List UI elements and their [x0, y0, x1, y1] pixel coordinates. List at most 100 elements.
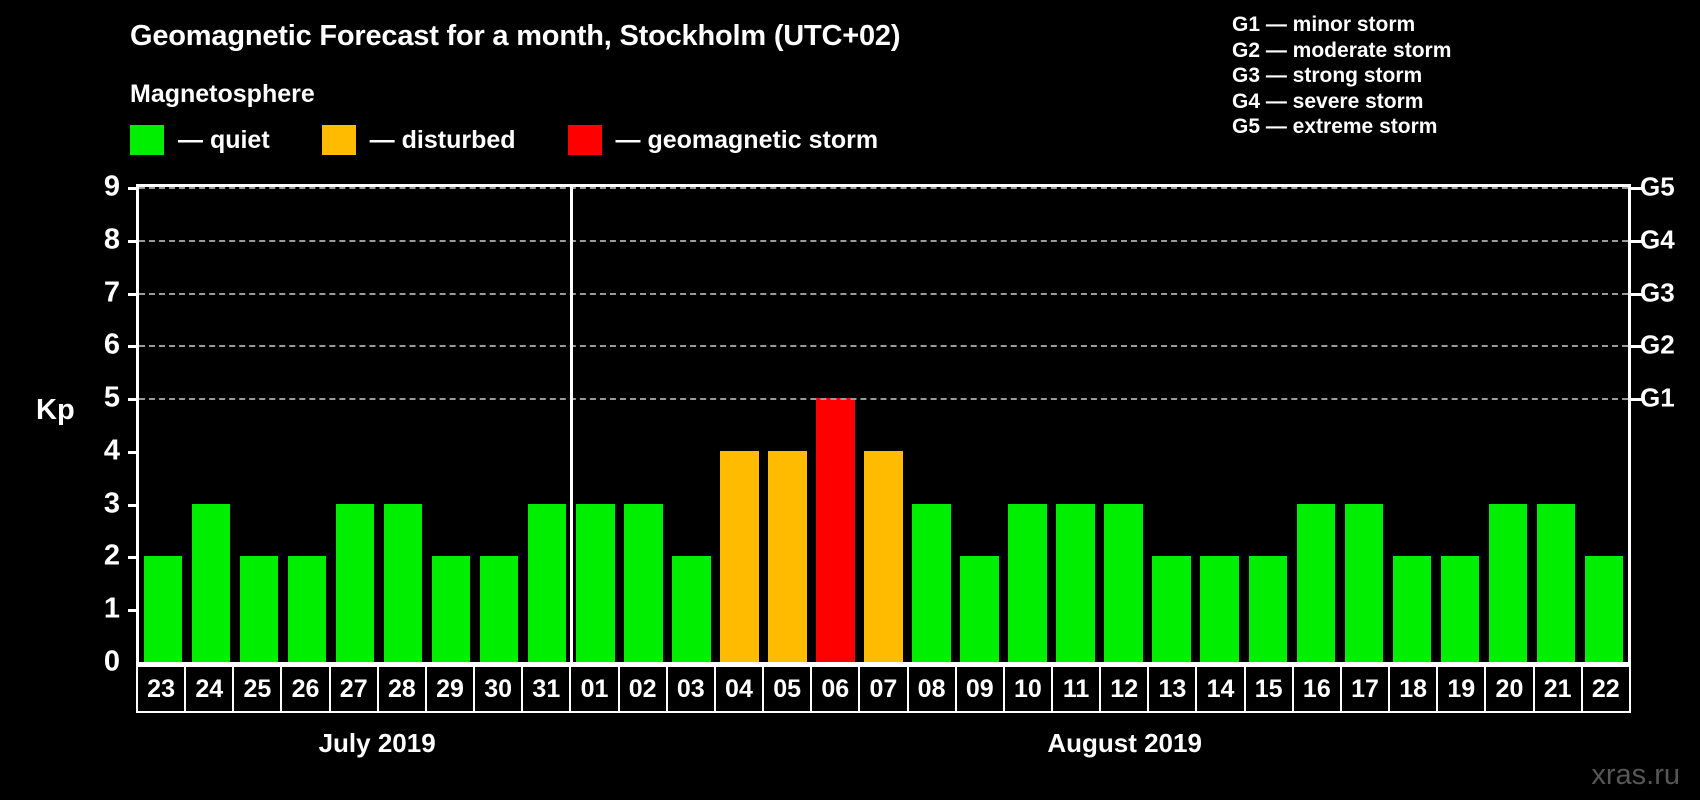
- day-axis-label[interactable]: 07: [858, 665, 909, 713]
- bar[interactable]: [1152, 556, 1191, 662]
- day-axis-label[interactable]: 30: [473, 665, 524, 713]
- bar-cell[interactable]: [1148, 187, 1196, 662]
- bar[interactable]: [1248, 556, 1287, 662]
- bar[interactable]: [1584, 556, 1624, 662]
- bar-cell[interactable]: [1100, 187, 1148, 662]
- bar[interactable]: [672, 556, 711, 662]
- day-axis-label[interactable]: 28: [376, 665, 427, 713]
- bar[interactable]: [335, 503, 375, 662]
- y-axis-tick-label: 5: [103, 381, 120, 414]
- bar[interactable]: [1392, 556, 1432, 662]
- day-axis-label[interactable]: 03: [665, 665, 716, 713]
- bar[interactable]: [480, 556, 519, 662]
- day-axis-label[interactable]: 14: [1195, 665, 1246, 713]
- bar-cell[interactable]: [1484, 187, 1532, 662]
- bar-cell[interactable]: [427, 187, 475, 662]
- bar-cell[interactable]: [1340, 187, 1388, 662]
- day-axis-label[interactable]: 15: [1243, 665, 1294, 713]
- y-axis-tick-label: 2: [103, 539, 120, 572]
- bar-cell[interactable]: [1292, 187, 1340, 662]
- bar[interactable]: [1440, 556, 1480, 662]
- bar-cell[interactable]: [859, 187, 907, 662]
- bar-cell[interactable]: [908, 187, 956, 662]
- bar-cell[interactable]: [475, 187, 523, 662]
- bar-cell[interactable]: [187, 187, 235, 662]
- day-axis-label[interactable]: 06: [810, 665, 861, 713]
- bar[interactable]: [1200, 556, 1239, 662]
- day-axis-label[interactable]: 27: [328, 665, 379, 713]
- day-axis-label[interactable]: 22: [1580, 665, 1631, 713]
- bar-cell[interactable]: [235, 187, 283, 662]
- day-axis-label[interactable]: 08: [906, 665, 957, 713]
- bar-cell[interactable]: [619, 187, 667, 662]
- bar-cell[interactable]: [1388, 187, 1436, 662]
- day-axis-label[interactable]: 20: [1484, 665, 1535, 713]
- bar-cell[interactable]: [379, 187, 427, 662]
- bar-cell[interactable]: [715, 187, 763, 662]
- bar-cell[interactable]: [1436, 187, 1484, 662]
- bar[interactable]: [383, 503, 423, 662]
- day-axis-label[interactable]: 24: [184, 665, 235, 713]
- day-axis-label[interactable]: 10: [1002, 665, 1053, 713]
- bar-cell[interactable]: [331, 187, 379, 662]
- day-axis-label[interactable]: 18: [1388, 665, 1439, 713]
- day-axis-label[interactable]: 19: [1436, 665, 1487, 713]
- bar[interactable]: [143, 556, 183, 662]
- bar[interactable]: [1536, 503, 1576, 662]
- day-axis-label[interactable]: 02: [617, 665, 668, 713]
- bar[interactable]: [191, 503, 231, 662]
- bar[interactable]: [768, 450, 807, 662]
- day-axis-label[interactable]: 12: [1099, 665, 1150, 713]
- bar[interactable]: [816, 398, 855, 662]
- bar[interactable]: [431, 556, 471, 662]
- bar[interactable]: [1344, 503, 1383, 662]
- bar-cell[interactable]: [763, 187, 811, 662]
- day-axis-label[interactable]: 29: [424, 665, 476, 713]
- day-axis-label[interactable]: 11: [1050, 665, 1102, 713]
- storm-scale-row: G1 — minor storm: [1232, 13, 1416, 36]
- bar-cell[interactable]: [1244, 187, 1292, 662]
- day-axis-label[interactable]: 21: [1532, 665, 1583, 713]
- day-axis-label[interactable]: 25: [232, 665, 283, 713]
- bar-cell[interactable]: [1580, 187, 1628, 662]
- day-axis-label[interactable]: 31: [521, 665, 572, 713]
- bar-cell[interactable]: [523, 187, 571, 662]
- day-axis-label[interactable]: 17: [1339, 665, 1391, 713]
- day-axis-label[interactable]: 01: [569, 665, 620, 713]
- bar-cell[interactable]: [1532, 187, 1580, 662]
- bar-cell[interactable]: [811, 187, 859, 662]
- day-axis-label[interactable]: 16: [1291, 665, 1342, 713]
- bar[interactable]: [1056, 503, 1095, 662]
- day-axis-label[interactable]: 23: [136, 665, 187, 713]
- bar-cell[interactable]: [956, 187, 1004, 662]
- bar-cell[interactable]: [1052, 187, 1100, 662]
- bar[interactable]: [912, 503, 951, 662]
- bar[interactable]: [287, 556, 327, 662]
- y-axis-tick-mark: [128, 556, 139, 560]
- bar-cell[interactable]: [571, 187, 619, 662]
- bar[interactable]: [1104, 503, 1143, 662]
- g-scale-tick-mark: [1631, 292, 1642, 296]
- bar-cell[interactable]: [1196, 187, 1244, 662]
- bar[interactable]: [720, 450, 759, 662]
- day-axis-label[interactable]: 09: [954, 665, 1005, 713]
- bar[interactable]: [576, 503, 615, 662]
- bar[interactable]: [528, 503, 567, 662]
- day-axis-label[interactable]: 26: [280, 665, 331, 713]
- bar[interactable]: [239, 556, 279, 662]
- bar-cell[interactable]: [1004, 187, 1052, 662]
- bar-cell[interactable]: [667, 187, 715, 662]
- day-axis-label[interactable]: 05: [762, 665, 813, 713]
- bar[interactable]: [1008, 503, 1047, 662]
- bar[interactable]: [960, 556, 999, 662]
- bar-cell[interactable]: [283, 187, 331, 662]
- bar[interactable]: [624, 503, 663, 662]
- bar[interactable]: [864, 450, 903, 662]
- day-axis-label[interactable]: 13: [1147, 665, 1198, 713]
- bar[interactable]: [1296, 503, 1335, 662]
- legend-item-label: — geomagnetic storm: [615, 125, 879, 154]
- day-axis-label[interactable]: 04: [713, 665, 765, 713]
- bar[interactable]: [1488, 503, 1528, 662]
- bar-cell[interactable]: [139, 187, 187, 662]
- y-axis-tick-label: 7: [103, 276, 120, 309]
